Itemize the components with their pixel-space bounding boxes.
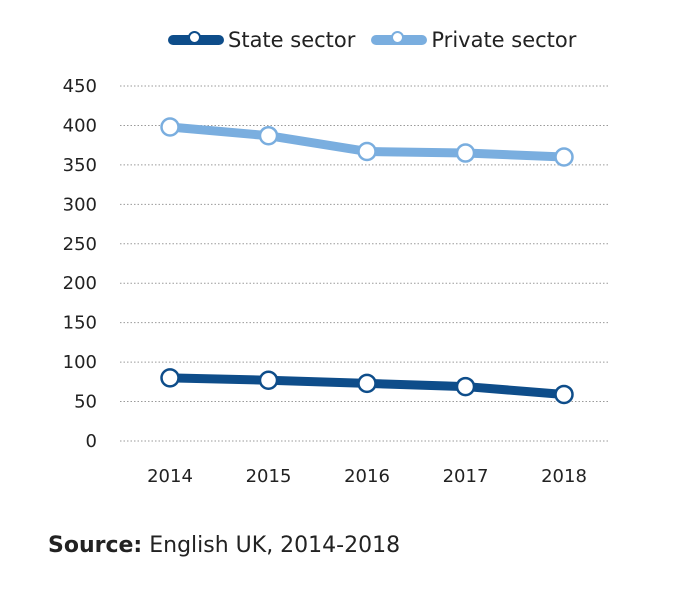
legend-label-state: State sector — [228, 28, 356, 52]
data-point-0-2018 — [554, 384, 574, 405]
x-tick-label-2018: 2018 — [541, 466, 587, 487]
source-label: Source: — [48, 533, 143, 558]
y-tick-label-150: 150 — [63, 313, 97, 334]
data-point-0-2014 — [160, 368, 180, 388]
data-point-0-2017 — [455, 376, 476, 397]
y-tick-label-200: 200 — [63, 273, 97, 294]
source-text: English UK, 2014-2018 — [149, 533, 401, 558]
y-tick-label-100: 100 — [63, 352, 97, 373]
legend-item-state: State sector — [168, 28, 355, 52]
line-chart: 450 400 350 300 250 200 150 100 50 0 2014 2015 2016 2… — [63, 76, 610, 487]
y-tick-label-350: 350 — [63, 155, 97, 176]
x-tick-label-2014: 2014 — [147, 466, 193, 487]
data-point-1-2015 — [258, 125, 279, 146]
y-tick-label-250: 250 — [63, 234, 97, 255]
x-tick-label-2016: 2016 — [344, 466, 390, 487]
data-point-1-2018 — [554, 147, 574, 167]
data-point-1-2016 — [357, 141, 377, 162]
y-tick-label-0: 0 — [86, 431, 97, 452]
data-point-1-2017 — [455, 143, 476, 163]
data-point-1-2014 — [160, 117, 180, 137]
legend-swatch-state — [168, 31, 224, 45]
data-point-0-2015 — [258, 370, 279, 391]
legend-item-private: Private sector — [371, 28, 576, 52]
x-tick-label-2015: 2015 — [246, 466, 292, 487]
source-note: Source: English UK, 2014-2018 — [48, 533, 400, 558]
y-tick-label-300: 300 — [63, 194, 97, 215]
legend-swatch-private — [371, 31, 428, 45]
y-tick-label-50: 50 — [74, 392, 97, 413]
x-tick-label-2017: 2017 — [443, 466, 489, 487]
data-point-0-2016 — [357, 373, 377, 394]
y-tick-label-450: 450 — [63, 76, 97, 97]
y-tick-label-400: 400 — [63, 115, 97, 136]
legend: State sector Private sector — [168, 28, 592, 52]
legend-label-private: Private sector — [431, 28, 577, 52]
